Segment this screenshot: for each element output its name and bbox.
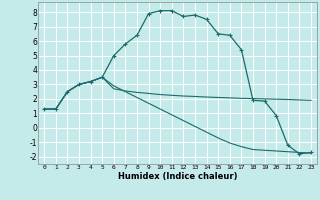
X-axis label: Humidex (Indice chaleur): Humidex (Indice chaleur) bbox=[118, 172, 237, 181]
